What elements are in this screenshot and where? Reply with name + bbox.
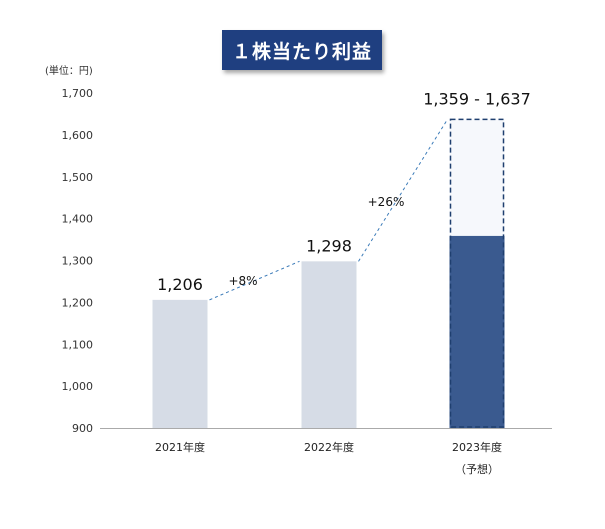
x-category-label: 2021年度 bbox=[155, 440, 205, 454]
x-category-sub-label: （予想） bbox=[455, 462, 499, 476]
bar-2022年度 bbox=[301, 261, 357, 428]
y-tick-label: 1,700 bbox=[62, 87, 94, 100]
y-tick-label: 1,200 bbox=[62, 296, 94, 309]
y-tick-label: 1,100 bbox=[62, 338, 94, 351]
chart-title: １株当たり利益 bbox=[222, 30, 382, 70]
bar-forecast-base bbox=[449, 235, 505, 428]
data-label: 1,298 bbox=[306, 236, 352, 255]
y-tick-label: 1,500 bbox=[62, 171, 94, 184]
growth-label: +26% bbox=[368, 195, 405, 209]
bar-forecast-range bbox=[449, 119, 505, 236]
growth-connector bbox=[209, 260, 300, 301]
growth-connector bbox=[358, 119, 448, 262]
unit-label: (単位：円) bbox=[45, 66, 93, 77]
y-tick-label: 1,300 bbox=[62, 255, 94, 268]
y-tick-label: 1,600 bbox=[62, 129, 94, 142]
data-label: 1,206 bbox=[157, 275, 203, 294]
bar-forecast-outline bbox=[449, 118, 505, 428]
x-category-label: 2023年度 bbox=[452, 440, 502, 454]
y-tick-label: 1,000 bbox=[62, 380, 94, 393]
growth-label: +8% bbox=[228, 274, 257, 288]
y-tick-label: 1,400 bbox=[62, 213, 94, 226]
x-category-label: 2022年度 bbox=[304, 440, 354, 454]
y-tick-label: 900 bbox=[72, 422, 93, 435]
data-label: 1,359 - 1,637 bbox=[423, 89, 531, 108]
bar-2021年度 bbox=[152, 299, 208, 428]
